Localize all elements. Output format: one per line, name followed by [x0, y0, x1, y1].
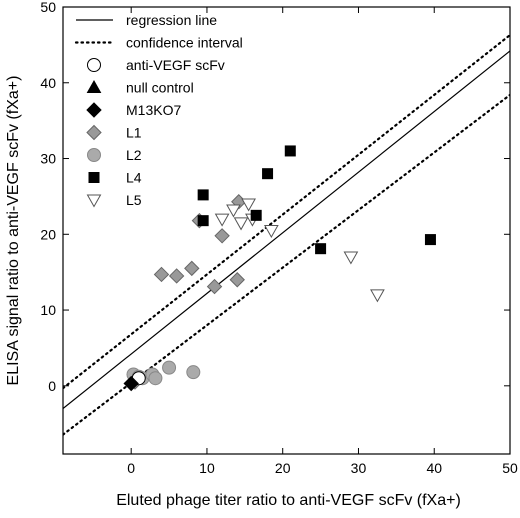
- point-l4: [250, 209, 262, 221]
- point-l5: [343, 251, 359, 265]
- legend-marker-m13ko7: [86, 102, 102, 118]
- x-tick-label: 50: [502, 460, 518, 476]
- plot-frame: [62, 6, 511, 455]
- legend-marker-l1: [86, 124, 102, 141]
- legend-marker-null-control: [86, 79, 102, 93]
- y-tick-label: 0: [48, 378, 56, 394]
- x-tick-label: 30: [351, 460, 367, 476]
- point-l4: [284, 145, 296, 157]
- y-axis-label: ELISA signal ratio to anti-VEGF scFv (fX…: [5, 76, 22, 386]
- point-l4: [424, 234, 436, 246]
- x-tick-label: 0: [127, 460, 135, 476]
- point-l1: [168, 268, 185, 284]
- point-l1: [206, 278, 223, 295]
- point-l1: [214, 228, 230, 244]
- legend: regression line confidence interval anti-V…: [74, 12, 243, 208]
- x-tick-label: 40: [426, 460, 442, 476]
- legend-regression-label: regression line: [126, 12, 217, 28]
- legend-label-l2: L2: [126, 147, 142, 163]
- legend-label-l4: L4: [126, 170, 142, 186]
- point-l4: [197, 215, 209, 227]
- legend-label-l5: L5: [126, 192, 142, 208]
- y-tick-label: 10: [40, 302, 56, 318]
- legend-confidence-label: confidence interval: [126, 35, 243, 51]
- point-l4: [262, 168, 274, 180]
- point-l1: [229, 272, 245, 288]
- point-l5: [226, 204, 241, 218]
- point-l1: [153, 266, 170, 283]
- x-tick-label: 10: [199, 460, 215, 476]
- legend-label-anti-vegf-scfv: anti-VEGF scFv: [126, 57, 225, 73]
- point-l5: [263, 225, 279, 239]
- confidence-upper-line: [63, 33, 510, 390]
- legend-label-m13ko7: M13KO7: [126, 102, 181, 118]
- tick-labels: 0 10 20 30 40 50 0 10 20 30 40 50: [40, 0, 518, 476]
- x-tick-label: 20: [275, 460, 291, 476]
- point-l4: [197, 189, 209, 201]
- legend-marker-l4: [88, 172, 100, 183]
- legend-marker-l2: [87, 148, 101, 162]
- point-l5: [370, 289, 385, 303]
- y-tick-label: 20: [40, 226, 56, 242]
- y-tick-label: 30: [40, 151, 56, 167]
- point-l5: [214, 213, 230, 227]
- point-l2: [162, 360, 177, 375]
- point-l1: [184, 260, 200, 277]
- legend-marker-anti-vegf-scfv: [87, 58, 101, 72]
- point-l2: [148, 371, 163, 386]
- legend-marker-l5: [86, 194, 102, 208]
- point-m13ko7: [123, 375, 139, 392]
- point-l5: [241, 198, 256, 212]
- legend-label-null-control: null control: [126, 80, 194, 96]
- point-l4: [315, 243, 327, 255]
- y-tick-label: 40: [40, 75, 56, 91]
- legend-label-l1: L1: [126, 125, 142, 141]
- regression-line: [63, 50, 510, 410]
- x-axis-label: Eluted phage titer ratio to anti-VEGF sc…: [116, 492, 461, 509]
- data-points: [123, 145, 436, 392]
- y-tick-label: 50: [40, 0, 56, 15]
- point-l5: [233, 217, 249, 231]
- point-l2: [186, 365, 201, 380]
